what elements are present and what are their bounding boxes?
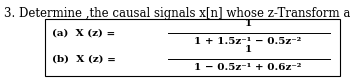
Text: 3. Determine ,the causal signals x[n] whose z-Transform are given by: 3. Determine ,the causal signals x[n] wh… — [4, 7, 350, 20]
Text: (b)  X (z) =: (b) X (z) = — [52, 55, 116, 64]
Text: (a)  X (z) =: (a) X (z) = — [52, 29, 115, 38]
Bar — [45, 19, 340, 76]
Text: 1: 1 — [244, 46, 252, 55]
Text: 1 − 0.5z⁻¹ + 0.6z⁻²: 1 − 0.5z⁻¹ + 0.6z⁻² — [194, 64, 302, 73]
Text: 1: 1 — [244, 20, 252, 29]
Text: 1 + 1.5z⁻¹ − 0.5z⁻²: 1 + 1.5z⁻¹ − 0.5z⁻² — [194, 38, 302, 47]
